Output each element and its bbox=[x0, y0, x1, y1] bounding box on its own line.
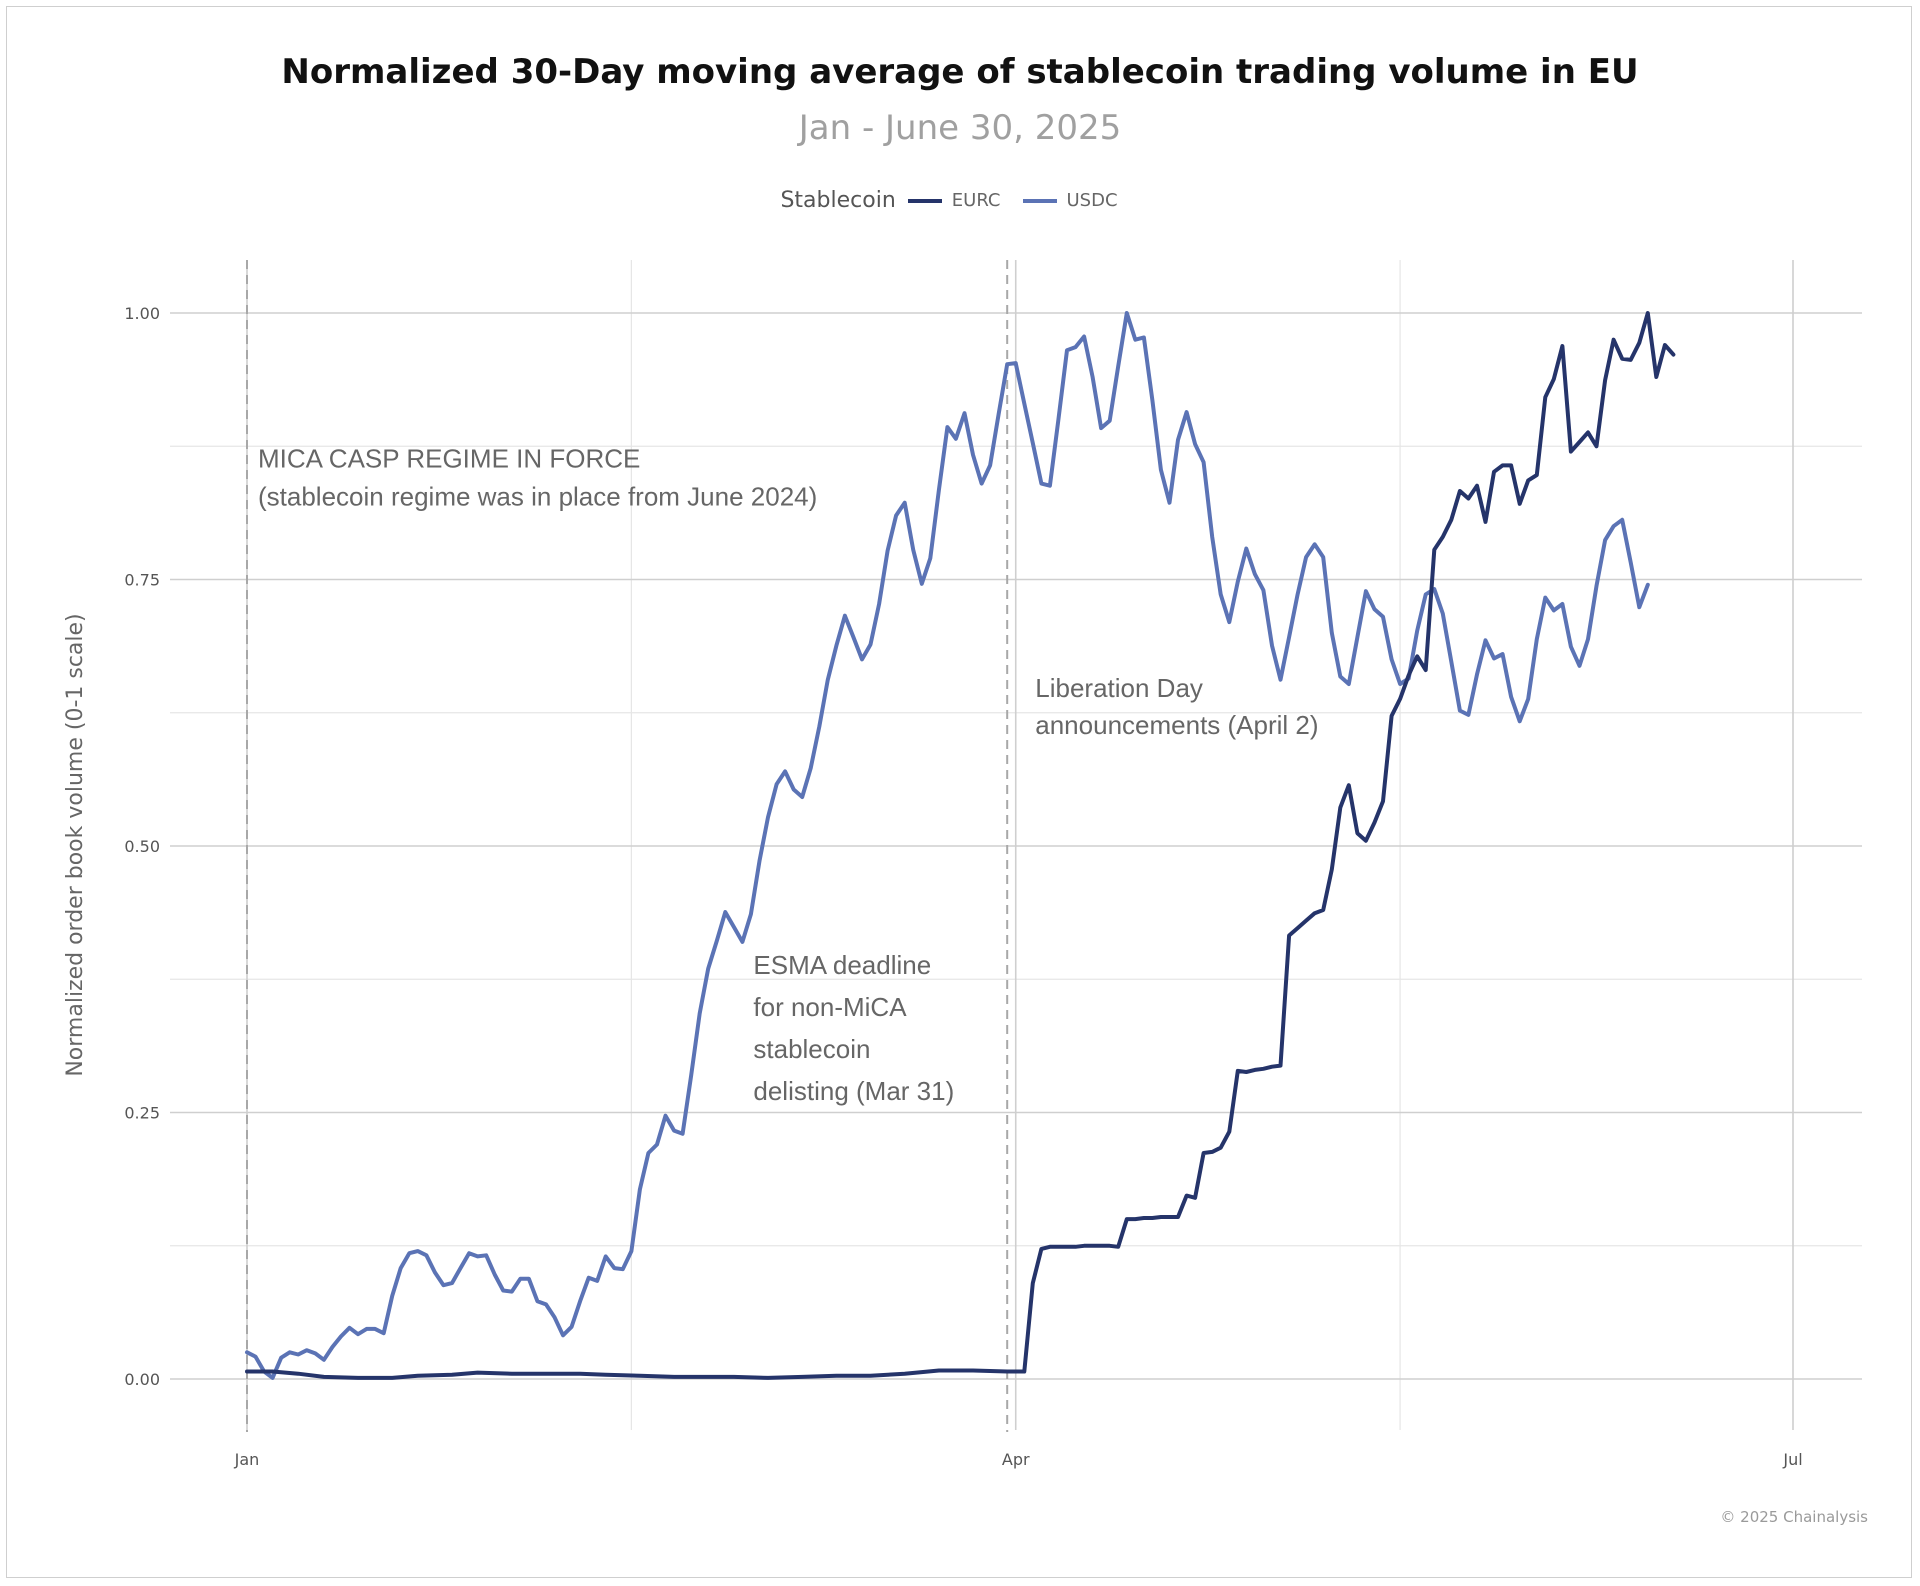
annotation-line: for non-MiCA bbox=[753, 992, 907, 1022]
annotation-line: MICA CASP REGIME IN FORCE bbox=[258, 444, 640, 474]
legend-swatch-eurc bbox=[907, 198, 942, 203]
x-tick-label: Jan bbox=[234, 1450, 260, 1469]
copyright-text: © 2025 Chainalysis bbox=[1720, 1508, 1868, 1526]
annotation-text: Liberation Day announcements (April 2) bbox=[1035, 673, 1318, 740]
annotation-line: Liberation Day bbox=[1035, 673, 1203, 703]
x-tick-label: Apr bbox=[1002, 1450, 1030, 1469]
annotation-text: ESMA deadline for non-MiCA stablecoin delis… bbox=[753, 950, 954, 1106]
legend-item-eurc: EURC bbox=[907, 190, 1001, 211]
annotation-line: announcements (April 2) bbox=[1035, 710, 1318, 740]
series-line-eurc bbox=[245, 311, 1676, 1380]
annotation-line: delisting (Mar 31) bbox=[753, 1076, 954, 1106]
legend: Stablecoin EURC USDC bbox=[0, 188, 1920, 213]
annotation-line: stablecoin bbox=[753, 1034, 870, 1064]
chart-frame bbox=[6, 6, 1912, 1578]
legend-item-usdc: USDC bbox=[1022, 190, 1118, 211]
legend-label-eurc: EURC bbox=[951, 190, 1001, 211]
y-tick-label: 1.00 bbox=[124, 304, 160, 323]
chart-subtitle: Jan - June 30, 2025 bbox=[798, 108, 1122, 148]
legend-label-usdc: USDC bbox=[1066, 190, 1118, 211]
y-axis-label: Normalized order book volume (0-1 scale) bbox=[63, 613, 88, 1076]
y-tick-label: 0.75 bbox=[124, 571, 160, 590]
annotation-line: (stablecoin regime was in place from Jun… bbox=[258, 482, 817, 512]
y-tick-label: 0.25 bbox=[124, 1104, 160, 1123]
legend-swatch-usdc bbox=[1022, 198, 1057, 203]
series-line-usdc bbox=[245, 311, 1650, 1380]
x-tick-label: Jul bbox=[1782, 1450, 1802, 1469]
annotation-line: ESMA deadline bbox=[753, 950, 931, 980]
legend-title: Stablecoin bbox=[780, 188, 896, 213]
y-tick-label: 0.00 bbox=[124, 1370, 160, 1389]
chart-title: Normalized 30-Day moving average of stab… bbox=[281, 52, 1639, 92]
annotation-text: MICA CASP REGIME IN FORCE (stablecoin reg… bbox=[258, 444, 817, 512]
y-tick-label: 0.50 bbox=[124, 837, 160, 856]
